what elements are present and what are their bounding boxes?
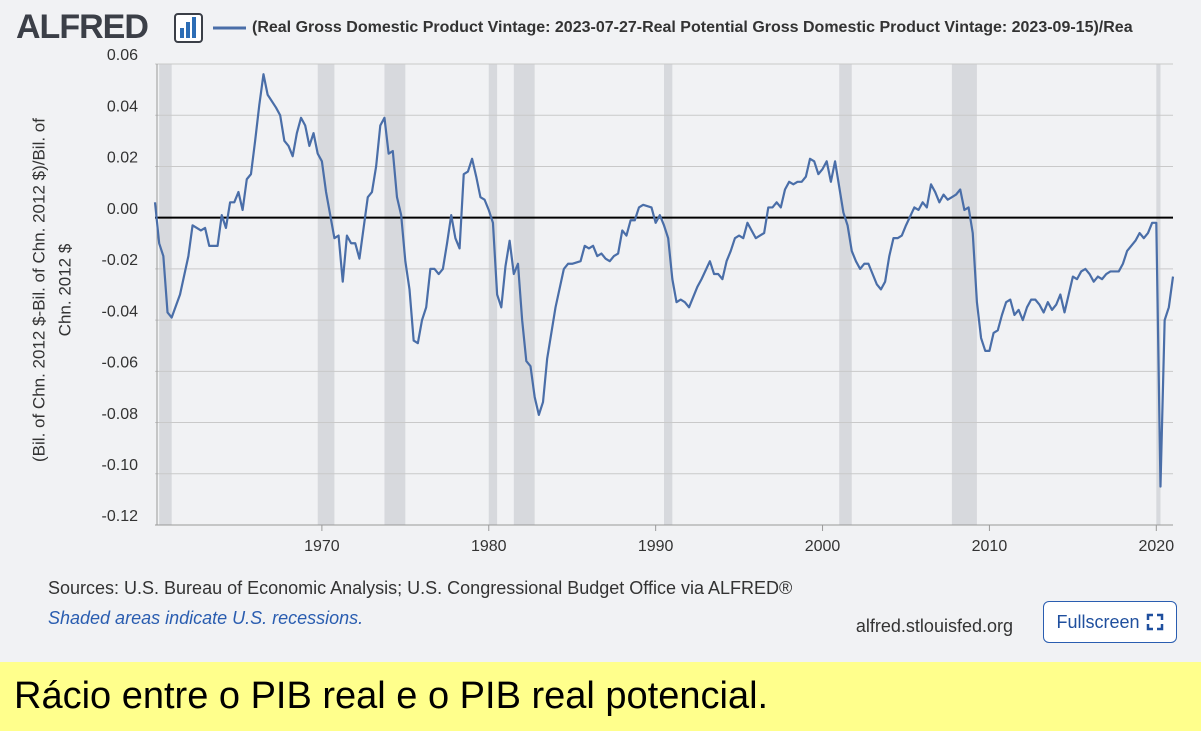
y-tick-label: -0.08 [102,406,139,423]
x-tick-label: 2000 [805,538,841,555]
y-tick-label: -0.02 [102,252,139,269]
caption: Rácio entre o PIB real e o PIB real pote… [0,662,1201,731]
sources: Sources: U.S. Bureau of Economic Analysi… [48,578,792,598]
y-axis-label: Chn. 2012 $ [55,243,74,336]
fullscreen-button[interactable]: Fullscreen [1043,601,1177,643]
x-tick-label: 2010 [972,538,1008,555]
recession-band [839,64,852,525]
logo: ALFRED [16,8,148,46]
y-tick-label: -0.12 [102,508,139,525]
site-url: alfred.stlouisfed.org [856,616,1013,636]
y-tick-label: 0.02 [107,150,138,167]
legend: (Real Gross Domestic Product Vintage: 20… [213,19,1133,36]
y-axis-label: (Bil. of Chn. 2012 $-Bil. of Chn. 2012 $… [29,118,48,462]
x-tick-label: 1990 [638,538,674,555]
y-tick-label: -0.04 [102,303,139,320]
logo-icon [174,13,203,43]
recession-band [317,64,335,525]
y-tick-label: -0.06 [102,355,139,372]
y-tick-label: 0.06 [107,47,138,64]
x-tick-label: 2020 [1139,538,1175,555]
recession-note: Shaded areas indicate U.S. recessions. [48,608,363,628]
y-tick-label: 0.00 [107,201,138,218]
x-tick-label: 1980 [471,538,507,555]
button-label: Fullscreen [1056,611,1140,632]
data-line [153,73,1175,488]
recession-band [488,64,498,525]
recession-band [513,64,535,525]
legend-label: (Real Gross Domestic Product Vintage: 20… [252,19,1133,36]
fullscreen-icon [1146,613,1163,631]
chart: ALFRED (Real Gross Domestic Product Vint… [16,7,1175,636]
recession-band [664,64,673,525]
recession-band [384,64,406,525]
x-tick-label: 1970 [304,538,340,555]
y-tick-label: 0.04 [107,98,138,115]
recession-band [951,64,977,525]
y-tick-label: -0.10 [102,457,139,474]
